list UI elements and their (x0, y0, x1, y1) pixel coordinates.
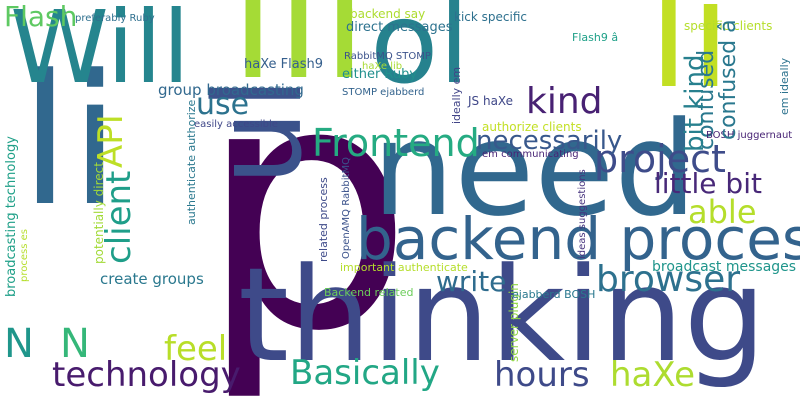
word-em-communicating: em communicating (482, 149, 579, 160)
word-js-haxe: JS haXe (468, 94, 513, 108)
word-preferably-ruby: preferably Ruby (75, 13, 155, 24)
word-bosh-juggernaut: BOSH juggernaut (706, 130, 793, 141)
word-easily-accessible: easily accessible (194, 119, 278, 130)
word-client: client (99, 170, 139, 264)
word-haxe-flash9: haXe Flash9 (244, 57, 323, 72)
word-need: need (372, 93, 697, 245)
word-use: use (196, 87, 250, 122)
word-feel: feel (164, 329, 228, 369)
word-bit-kind: bit kind (680, 54, 710, 152)
word-either-ruby: either Ruby (342, 67, 418, 82)
word-little-bit: little bit (654, 167, 762, 200)
word-broadcasting-technology: broadcasting technology (4, 136, 19, 297)
word-kind: kind (526, 81, 603, 122)
word-li-right: li (648, 0, 732, 122)
word-project: project (594, 137, 726, 181)
word-flash9-a: Flash9 â (572, 31, 619, 44)
word-kick-specific: kick specific (454, 10, 527, 24)
word-lli: lli (230, 0, 368, 116)
word-group-broadcasting: group broadcasting (158, 81, 304, 99)
word-potentially-direct: potentially direct (92, 162, 106, 264)
word-will: Will (10, 0, 191, 106)
word-important-authenticate: important authenticate (340, 261, 468, 274)
word-frontend: Frontend (312, 121, 480, 165)
word-thinking: thinking (238, 239, 767, 391)
word-authorize-clients: authorize clients (482, 120, 582, 134)
word-ideally-em: ideally em (450, 66, 463, 124)
word-basically: Basically (290, 353, 440, 393)
word-backend-process: backend process (356, 205, 800, 273)
word-haxe-lib: haXe lib (362, 61, 403, 72)
word-api: API (91, 114, 131, 168)
word-backend-say: backend say (350, 7, 426, 21)
word-create-groups: create groups (100, 270, 204, 288)
word-able: able (688, 193, 757, 231)
word-em-ideally: em ideally (778, 57, 791, 115)
word-n-right: N (60, 321, 90, 367)
word-browser: browser (596, 259, 741, 300)
word-write: write (436, 265, 507, 298)
word-specific-clients: specific clients (684, 19, 773, 33)
word-p: p (198, 10, 414, 400)
word-rabbitmq-stomp: RabbitMQ STOMP (344, 51, 431, 62)
word-openamq-rabbitmq: OpenAMQ RabbitMQ (341, 157, 352, 259)
word-related-process: related process (317, 177, 330, 262)
word-stomp-ejabberd: STOMP ejabberd (342, 87, 425, 98)
word-backend-related: Backend related (324, 286, 414, 299)
word-process-es: process es (19, 229, 30, 282)
word-li-large: li (20, 37, 121, 246)
word-hours: hours (494, 355, 590, 395)
word-ideas-suggestions: ideas suggestions (577, 169, 588, 259)
word-n-left: N (4, 321, 34, 367)
word-technology: technology (52, 355, 241, 395)
word-broadcast-messages: broadcast messages (652, 259, 797, 275)
word-ejabberd-bosh: ejabberd BOSH (512, 288, 596, 301)
word-confused-a: confused â (716, 19, 741, 140)
word-necessarily: necessarily (476, 126, 623, 156)
word-authenticate-authorize: authenticate authorize (185, 99, 198, 225)
word-flash: Flash (4, 0, 78, 33)
word-direct-messages: direct messages (346, 20, 453, 35)
word-haxe: haXe (610, 355, 696, 395)
word-ol: ol (370, 0, 470, 109)
